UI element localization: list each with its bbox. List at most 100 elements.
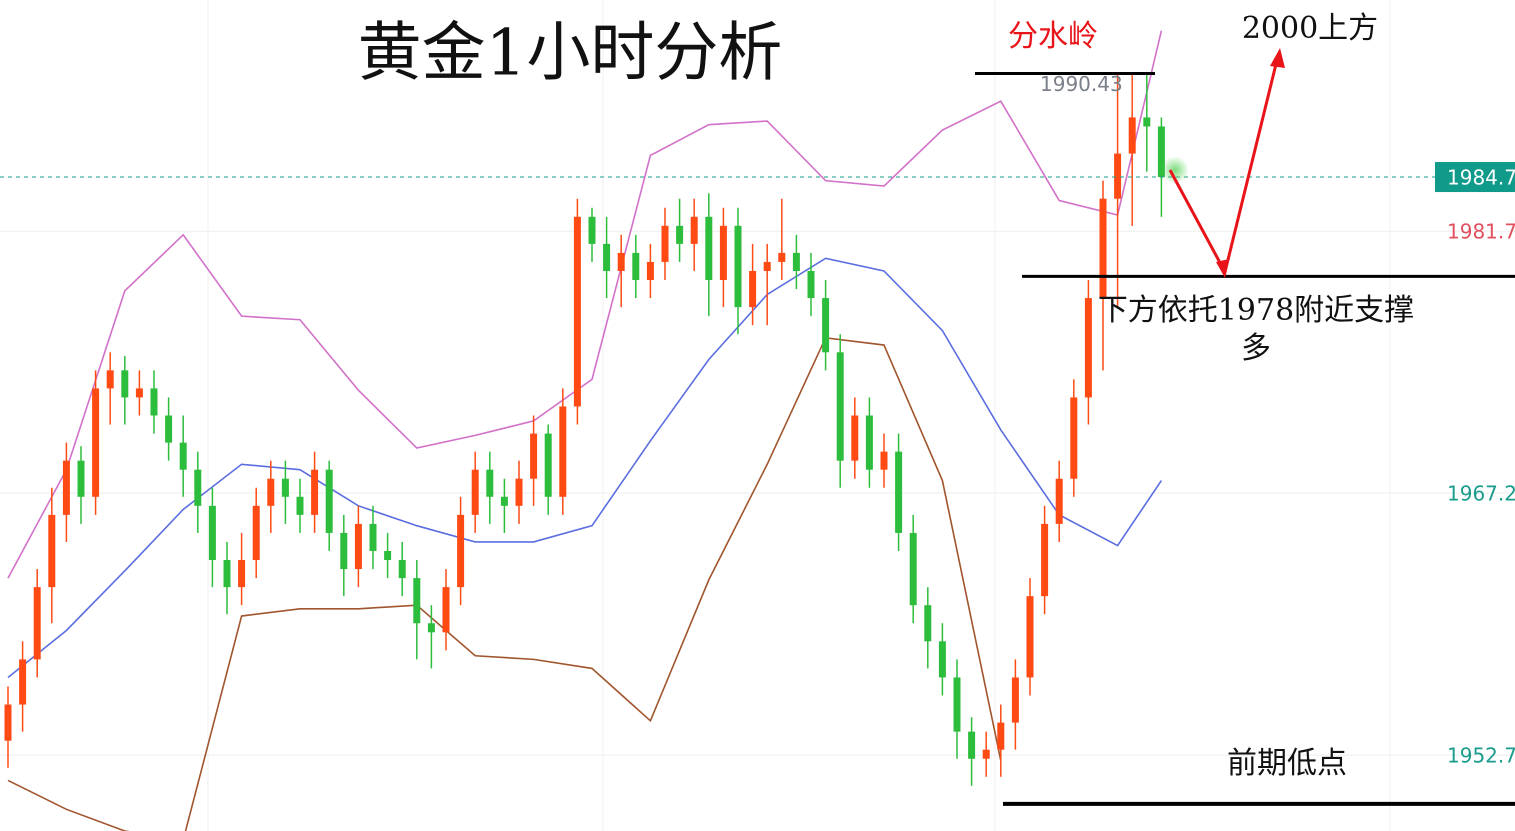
candle-body xyxy=(252,505,260,561)
time-grid xyxy=(207,0,1391,831)
band-line xyxy=(7,257,1163,679)
candle-body xyxy=(968,731,976,759)
candle-body xyxy=(135,388,143,398)
candle-body xyxy=(822,298,830,353)
candle-body xyxy=(836,352,844,461)
candle-body xyxy=(588,216,596,244)
candle-body xyxy=(617,252,625,271)
candle-body xyxy=(515,478,523,506)
candle-body xyxy=(1114,153,1122,199)
candle-body xyxy=(486,469,494,497)
candle-body xyxy=(369,523,377,551)
candle-body xyxy=(880,451,888,470)
candle-body xyxy=(953,677,961,732)
candle-body xyxy=(471,469,479,515)
candle-body xyxy=(1011,677,1019,723)
candle-body xyxy=(150,388,158,416)
candle-body xyxy=(223,560,231,588)
candle-body xyxy=(763,261,771,271)
candle-body xyxy=(792,252,800,271)
candle-body xyxy=(690,216,698,244)
candle-body xyxy=(194,469,202,506)
candle-body xyxy=(938,641,946,678)
candle-body xyxy=(719,225,727,281)
band-line xyxy=(7,30,1163,579)
candle-body xyxy=(398,560,406,579)
price-axis: 1952.7 1967.2 1981.7 1984.7 xyxy=(1435,162,1515,768)
candle-body xyxy=(296,496,304,515)
current-price-label: 1984.7 xyxy=(1447,166,1515,190)
arrow-head xyxy=(1216,259,1229,278)
candle-body xyxy=(924,605,932,642)
glow xyxy=(1161,156,1189,184)
candle-body xyxy=(705,216,713,281)
target-text: 2000上方 xyxy=(1242,11,1378,46)
candle-body xyxy=(340,532,348,570)
candle-body xyxy=(354,523,362,570)
candle-body xyxy=(442,587,450,633)
candle-body xyxy=(749,270,757,308)
candle-body xyxy=(807,270,815,299)
candle-body xyxy=(851,415,859,461)
candle-body xyxy=(33,587,41,660)
candle-body xyxy=(238,560,246,588)
arrow-head xyxy=(1270,48,1285,68)
current-price-box xyxy=(1435,162,1515,193)
y-tick-label: 1952.7 xyxy=(1447,744,1515,768)
candle-body xyxy=(1070,397,1078,479)
candle-body xyxy=(676,225,684,244)
candle-body xyxy=(544,433,552,497)
candle-body xyxy=(1026,596,1034,678)
candle-body xyxy=(1084,298,1092,398)
candle-body xyxy=(325,469,333,533)
candle-body xyxy=(281,478,289,497)
candle-body xyxy=(4,704,12,741)
candle-body xyxy=(603,243,611,271)
candle-body xyxy=(982,749,990,759)
candle-body xyxy=(1128,117,1136,154)
candle-body xyxy=(19,659,27,705)
grid xyxy=(0,230,1515,756)
candle-body xyxy=(1055,478,1063,524)
candle-body xyxy=(92,388,100,497)
candle-body xyxy=(267,478,275,506)
candle-body xyxy=(77,460,85,497)
candle-body xyxy=(895,451,903,533)
candle-body xyxy=(457,514,465,588)
levels: 1990.43 xyxy=(0,72,1515,806)
candle-body xyxy=(413,578,421,624)
watershed-label: 分水岭 xyxy=(1008,19,1098,54)
candle-body xyxy=(778,252,786,262)
y-tick-label: 1967.2 xyxy=(1447,482,1515,506)
candle-body xyxy=(865,415,873,470)
candle-body xyxy=(427,623,435,633)
candle-body xyxy=(573,216,581,407)
candle-body xyxy=(121,370,129,398)
bollinger-bands xyxy=(7,30,1163,831)
candle-body xyxy=(632,252,640,281)
candle-body xyxy=(1041,523,1049,597)
candle-body xyxy=(1099,198,1107,299)
candle-body xyxy=(646,261,654,281)
candle-body xyxy=(62,460,70,515)
candle-body xyxy=(500,496,508,506)
y-tick-label: 1981.7 xyxy=(1447,220,1515,244)
candle-body xyxy=(559,406,567,497)
candle-body xyxy=(311,469,319,515)
candle-body xyxy=(208,505,216,561)
low-text: 前期低点 xyxy=(1227,746,1347,781)
watershed-value: 1990.43 xyxy=(1040,72,1123,96)
candles xyxy=(4,72,1165,786)
candle-body xyxy=(530,433,538,479)
candle-body xyxy=(179,442,187,470)
chart-title: 黄金1小时分析 xyxy=(358,17,783,91)
candle-body xyxy=(661,225,669,262)
support-text: 下方依托1978附近支撑 xyxy=(1098,293,1414,328)
candle-body xyxy=(48,514,56,588)
candle-body xyxy=(1157,126,1165,178)
band-line xyxy=(7,336,1002,831)
candle-body xyxy=(165,415,173,443)
candle-body xyxy=(384,550,392,561)
candle-body xyxy=(997,722,1005,750)
